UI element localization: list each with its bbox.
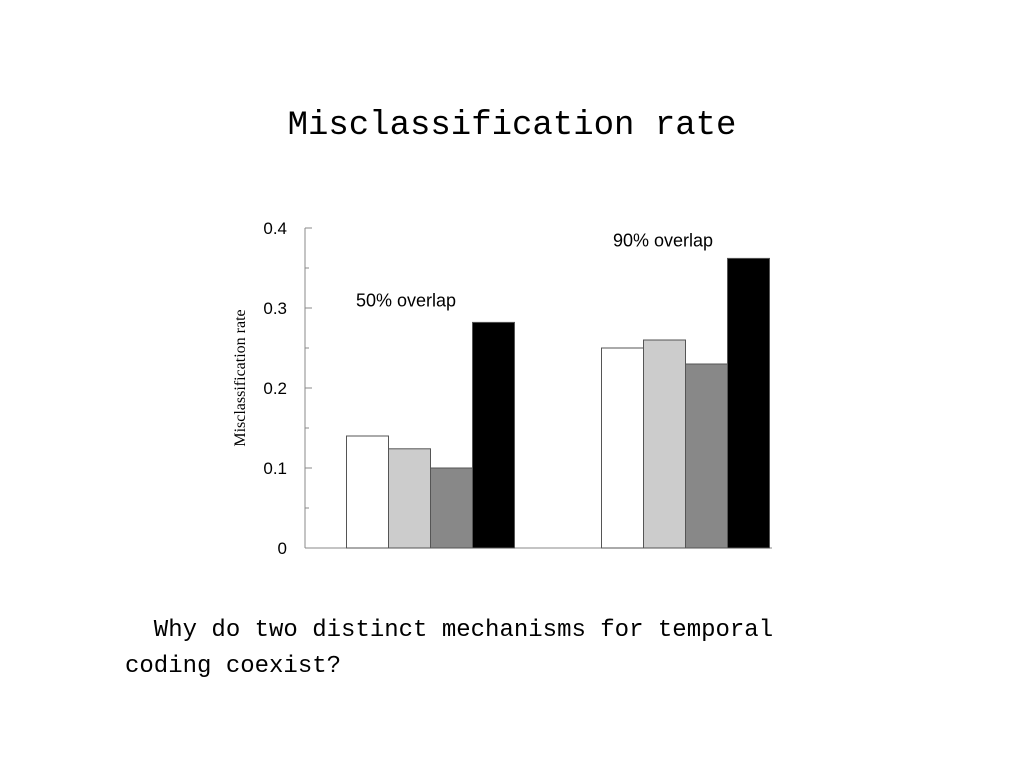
y-axis-title: Misclassification rate bbox=[232, 309, 249, 446]
slide-caption: Why do two distinct mechanisms for tempo… bbox=[125, 613, 925, 685]
slide-title: Misclassification rate bbox=[287, 107, 737, 145]
bar-2-3 bbox=[685, 363, 728, 549]
bar-1-4 bbox=[472, 321, 515, 549]
category-label: 50% overlap bbox=[356, 290, 456, 310]
bar-2-1 bbox=[601, 347, 644, 549]
y-tick-label: 0.4 bbox=[263, 219, 287, 238]
caption-line-1: Why do two distinct mechanisms for tempo… bbox=[125, 617, 774, 644]
y-tick-label: 0 bbox=[278, 539, 287, 558]
y-tick-label: 0.2 bbox=[263, 379, 287, 398]
caption-line-2: coding coexist? bbox=[125, 653, 342, 680]
bar-2-4 bbox=[727, 257, 770, 549]
bar-1-3 bbox=[430, 467, 473, 549]
y-tick-label: 0.3 bbox=[263, 299, 287, 318]
bar-1-1 bbox=[346, 435, 389, 549]
chart-bars bbox=[346, 257, 770, 549]
bar-1-2 bbox=[388, 448, 431, 549]
chart-labels: 0 0.1 0.2 0.3 0.4 50% overlap 90% overlap bbox=[263, 219, 713, 558]
y-tick-label: 0.1 bbox=[263, 459, 287, 478]
category-label: 90% overlap bbox=[613, 230, 713, 250]
bar-2-2 bbox=[643, 339, 686, 549]
